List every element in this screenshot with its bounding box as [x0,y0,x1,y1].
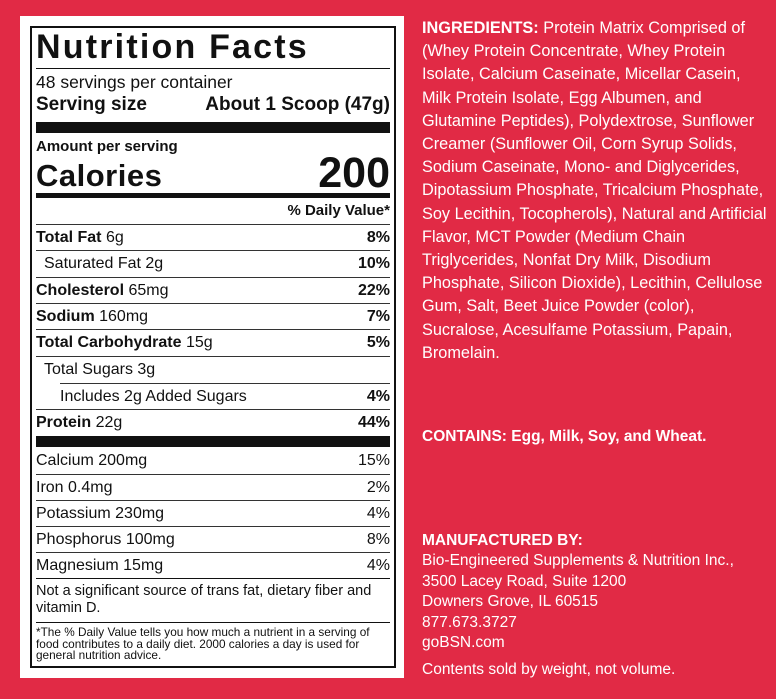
divider [36,622,390,623]
ingredients: INGREDIENTS: Protein Matrix Comprised of… [422,17,770,365]
mineral-amount: 0.4mg [68,479,113,496]
daily-value: 5% [366,334,390,351]
mineral-amount: 200mg [98,452,148,469]
label-title: Nutrition Facts [36,28,309,66]
nutrient-row: Saturated Fat 2g 10% [36,250,390,276]
daily-value: 10% [357,255,390,272]
nutrition-box: Nutrition Facts 48 servings per containe… [30,26,396,668]
nutrient-name: Saturated Fat [44,255,141,272]
calories-label: Calories [36,158,163,193]
nutrient-amount: 160mg [99,308,149,325]
daily-value: 8% [366,531,390,548]
mineral-name: Calcium [36,452,94,469]
medium-divider [36,193,390,198]
manufacturer-line: Bio-Engineered Supplements & Nutrition I… [422,552,734,570]
mineral-name: Magnesium [36,557,119,574]
mineral-row: Calcium 200mg 15% [36,448,390,474]
manufacturer-line: goBSN.com [422,634,505,652]
daily-value: 15% [357,452,390,469]
nutrient-row: Protein 22g 44% [36,409,390,436]
mineral-row: Potassium 230mg 4% [36,500,390,527]
footnote: *The % Daily Value tells you how much a … [36,625,370,662]
mineral-amount: 100mg [125,531,175,548]
mineral-name: Iron [36,479,64,496]
contains-label: CONTAINS: [422,428,507,445]
mineral-name: Phosphorus [36,531,122,548]
nutrient-name: Sodium [36,308,95,325]
daily-value: 44% [357,414,390,431]
ingredients-text: Protein Matrix Comprised of (Whey Protei… [422,19,767,362]
nutrient-amount: 3g [137,361,156,378]
serving-size: Serving size About 1 Scoop (47g) [36,94,390,116]
nutrient-name: Total Fat [36,229,102,246]
nutrient-name: Includes 2g Added Sugars [60,388,247,405]
nutrient-amount: 2g [145,255,164,272]
nutrient-name: Total Sugars [44,361,133,378]
daily-value: 4% [366,388,390,405]
amount-per-serving: Amount per serving [36,138,178,155]
nutrient-row: Total Carbohydrate 15g 5% [36,329,390,356]
daily-value: 7% [366,308,390,325]
mineral-name: Potassium [36,505,111,522]
nutrient-row: Total Sugars 3g [36,356,390,382]
mineral-amount: 230mg [115,505,165,522]
servings: 48 servings per container [36,72,233,92]
mineral-amount: 15mg [123,557,164,574]
daily-value-header: % Daily Value* [287,202,390,219]
manufacturer-line: Downers Grove, IL 60515 [422,593,599,611]
contains: CONTAINS: Egg, Milk, Soy, and Wheat. [422,428,770,446]
nutrient-name: Cholesterol [36,282,125,299]
daily-value: 8% [366,229,390,246]
nutrient-name: Total Carbohydrate [36,334,182,351]
nutrition-label: Nutrition Facts 48 servings per containe… [20,16,404,678]
mineral-row: Iron 0.4mg 2% [36,474,390,501]
manufacturer: MANUFACTURED BY: Bio-Engineered Suppleme… [422,531,770,653]
manufacturer-label: MANUFACTURED BY: [422,532,583,549]
serving-size-label: Serving size [36,94,147,115]
nutrient-amount: 22g [95,414,123,431]
nutrient-amount: 65mg [128,282,169,299]
daily-value: 4% [366,557,390,574]
nutrient-amount: 6g [105,229,124,246]
serving-size-value: About 1 Scoop (47g) [205,94,390,115]
calories-value: 200 [318,149,390,197]
calories: Calories 200 [36,149,390,197]
mineral-row: Phosphorus 100mg 8% [36,526,390,553]
nutrient-row: Includes 2g Added Sugars 4% [60,383,390,410]
disclaimer: Contents sold by weight, not volume. [422,661,676,678]
nutrient-row: Sodium 160mg 7% [36,303,390,330]
divider [36,68,390,69]
nutrient-amount: 15g [185,334,213,351]
nutrient-row: Cholesterol 65mg 22% [36,277,390,304]
nutrient-row: Total Fat 6g 8% [36,224,390,251]
mineral-row: Magnesium 15mg 4% [36,552,390,579]
daily-value: 4% [366,505,390,522]
daily-value: 2% [366,479,390,496]
manufacturer-line: 3500 Lacey Road, Suite 1200 [422,572,627,590]
ingredients-label: INGREDIENTS: [422,19,539,37]
thick-divider [36,436,390,447]
daily-value: 22% [357,282,390,299]
manufacturer-line: 877.673.3727 [422,613,517,631]
divider [36,578,390,579]
nutrient-name: Protein [36,414,92,431]
thick-divider [36,122,390,133]
note: Not a significant source of trans fat, d… [36,583,372,616]
contains-text: Egg, Milk, Soy, and Wheat. [511,428,707,445]
